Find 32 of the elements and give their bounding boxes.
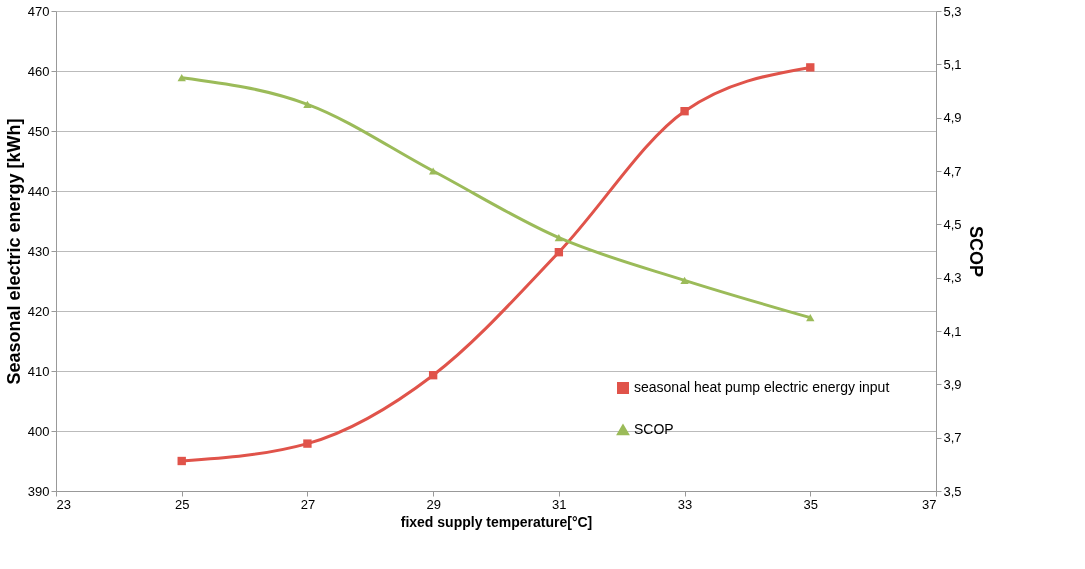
y-tick-label: 400: [27, 423, 50, 439]
y-tick-label: 410: [27, 363, 50, 379]
y2-tick-label: 4,1: [943, 323, 962, 339]
y-tick-label: 390: [27, 483, 50, 499]
x-tick-label: 31: [552, 496, 567, 512]
x-tick-label: 35: [803, 496, 819, 512]
legend-label: seasonal heat pump electric energy input: [634, 379, 890, 395]
y-axis-title: Seasonal electric energy [kWh]: [3, 118, 24, 385]
y2-tick-label: 4,9: [943, 110, 962, 126]
x-tick-label: 33: [677, 496, 693, 512]
y2-tick-label: 3,5: [943, 483, 962, 499]
x-tick-label: 27: [300, 496, 316, 512]
y-tick-label: 460: [27, 63, 50, 79]
legend-label: SCOP: [634, 421, 674, 437]
y-tick-label: 420: [27, 303, 50, 319]
y-tick-label: 470: [27, 3, 50, 19]
y-tick-label: 440: [27, 183, 50, 199]
y2-axis-title: SCOP: [965, 225, 986, 278]
x-tick-label: 37: [922, 496, 937, 512]
y2-tick-label: 3,9: [943, 376, 962, 392]
y-tick-label: 450: [27, 123, 50, 139]
x-tick-label: 29: [426, 496, 441, 512]
y2-tick-label: 4,5: [943, 216, 962, 232]
y2-tick-label: 4,7: [943, 163, 962, 179]
y2-tick-label: 5,3: [943, 3, 962, 19]
x-tick-label: 23: [56, 496, 71, 512]
x-axis-title: fixed supply temperature[°C]: [400, 513, 593, 530]
x-tick-label: 25: [174, 496, 190, 512]
y2-tick-label: 4,3: [943, 270, 962, 286]
y2-tick-label: 3,7: [943, 430, 962, 446]
y2-tick-label: 5,1: [943, 56, 962, 72]
y-tick-label: 430: [27, 243, 50, 259]
